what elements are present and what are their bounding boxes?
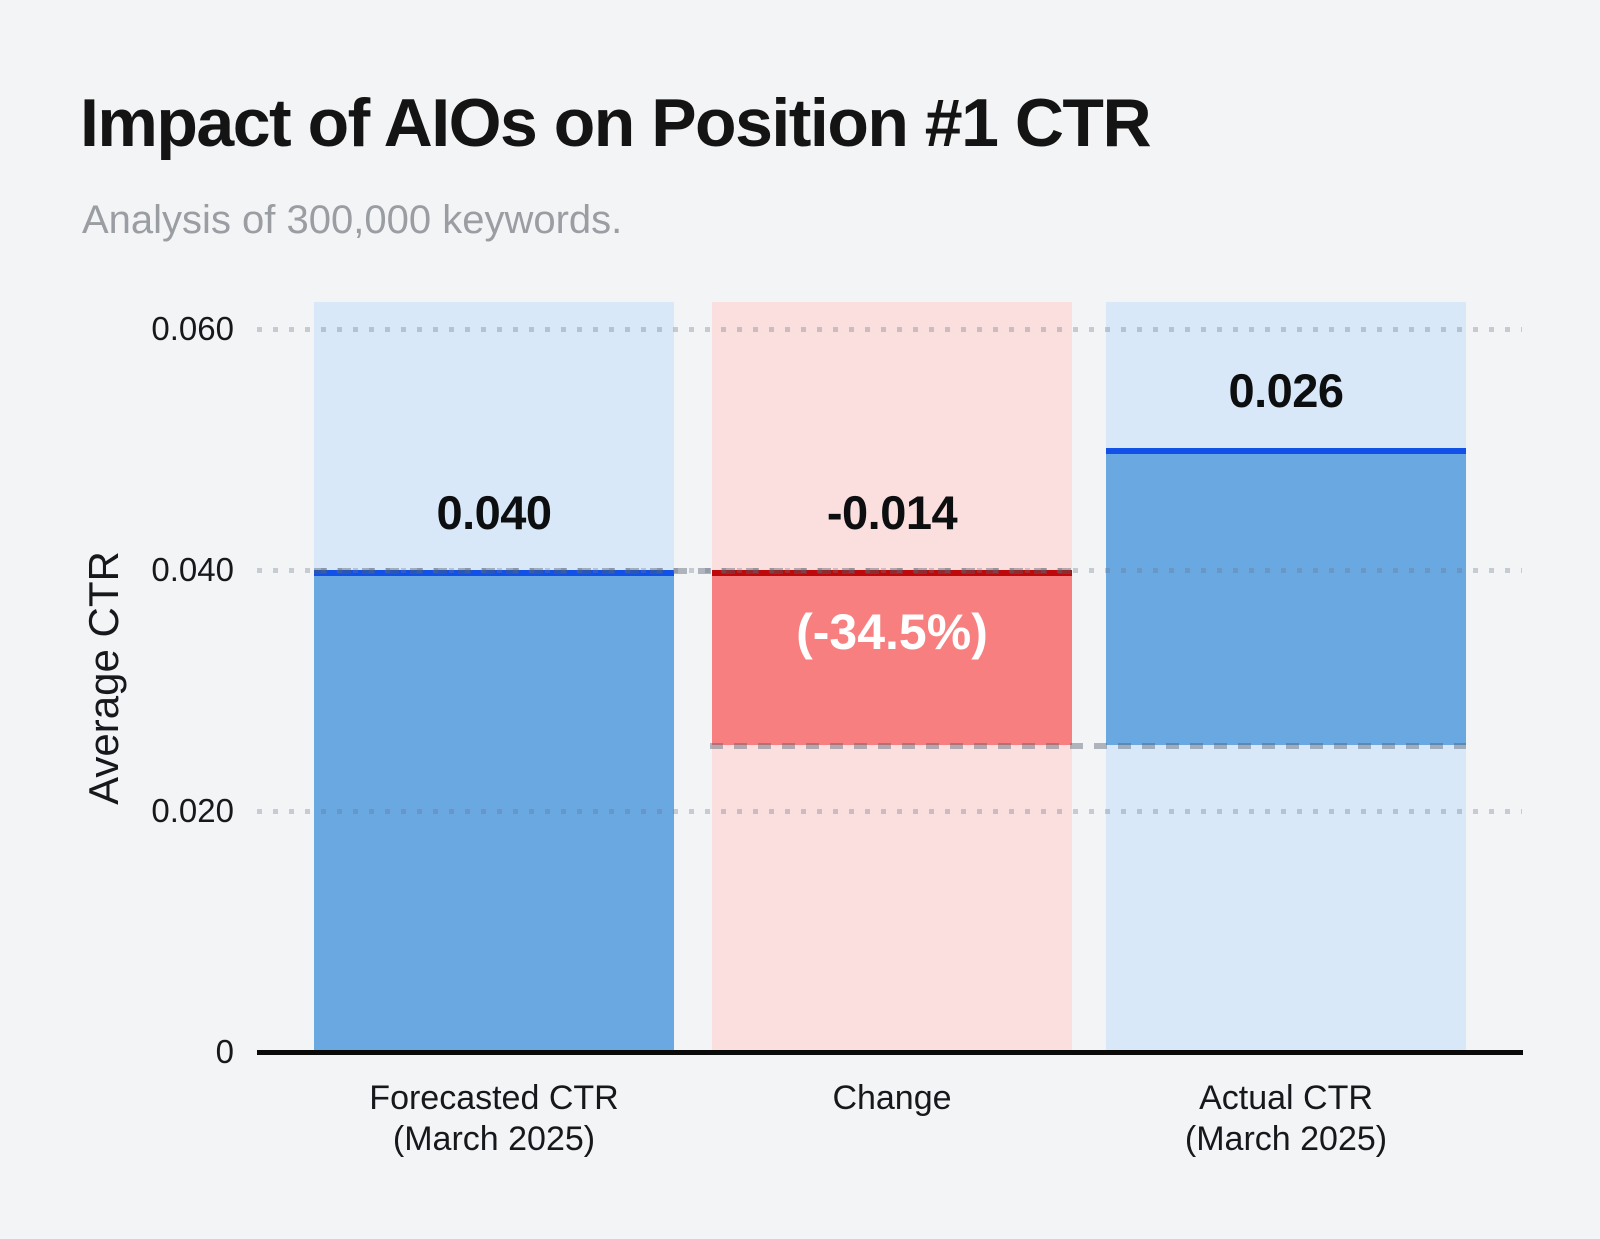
forecasted-bar [314,570,674,1052]
x-category-actual: Actual CTR (March 2025) [1076,1078,1496,1160]
dotted-gridline-0060 [257,327,1522,332]
actual-value-label: 0.026 [1228,364,1344,417]
forecasted-bar-top-line [314,570,674,576]
dotted-gridline-0020 [257,809,1522,814]
chart-subtitle: Analysis of 300,000 keywords. [82,198,623,242]
x-category-line1: Change [832,1079,952,1117]
dashed-connector-actual-level [710,743,1466,749]
x-category-line1: Forecasted CTR [369,1079,619,1117]
change-bar [712,570,1072,745]
x-axis-line [257,1050,1523,1055]
y-tick-label-0020: 0.020 [151,792,234,829]
actual-bar [1106,448,1466,745]
x-category-change: Change [682,1078,1102,1119]
chart-title: Impact of AIOs on Position #1 CTR [80,85,1152,161]
x-category-forecasted: Forecasted CTR (March 2025) [284,1078,704,1160]
change-percent-annotation: (-34.5%) [796,604,988,660]
forecasted-value-label: 0.040 [436,486,552,539]
y-tick-label-0: 0 [215,1033,234,1070]
change-value-label: -0.014 [826,486,958,539]
dotted-gridline-0040 [257,568,1522,573]
x-category-line2: (March 2025) [392,1120,596,1158]
x-category-line1: Actual CTR [1199,1079,1373,1117]
y-tick-label-0040: 0.040 [151,551,234,588]
y-tick-label-0060: 0.060 [151,310,234,347]
x-category-line2: (March 2025) [1184,1120,1388,1158]
dashed-connector-forecast-level [314,568,1072,574]
change-bar-top-line [712,570,1072,576]
actual-bar-top-line [1106,448,1466,454]
